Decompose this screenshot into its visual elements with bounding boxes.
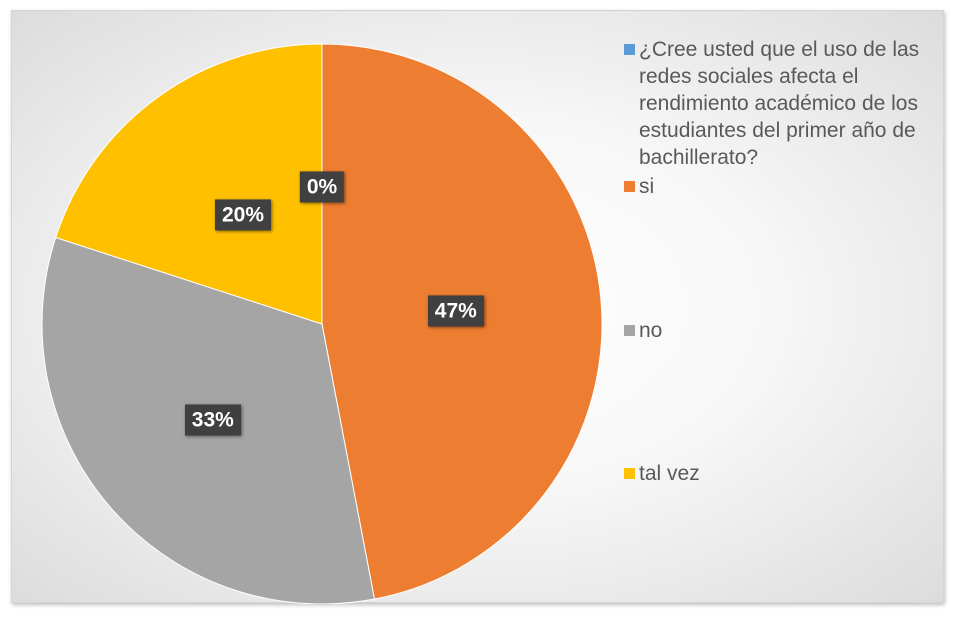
legend-item-tal-vez: tal vez bbox=[624, 460, 940, 487]
chart-area: 0% 47% 33% 20% bbox=[11, 10, 944, 604]
legend-label-no: no bbox=[639, 319, 663, 342]
legend-item-si: si bbox=[624, 173, 940, 200]
legend-label-si: si bbox=[639, 175, 655, 198]
slice-tal-vez bbox=[55, 43, 323, 325]
legend-item-no: no bbox=[624, 317, 940, 344]
legend-swatch-tal-vez bbox=[624, 468, 635, 479]
legend-label-question: ¿Cree usted que el uso de las redes soci… bbox=[639, 38, 920, 169]
legend-swatch-question bbox=[624, 44, 635, 55]
legend-swatch-no bbox=[624, 325, 635, 336]
legend-label-tal-vez: tal vez bbox=[639, 462, 700, 485]
data-label-no: 33% bbox=[184, 404, 241, 436]
data-label-0: 0% bbox=[299, 171, 345, 203]
data-label-tal-vez: 20% bbox=[214, 199, 272, 231]
data-label-si: 47% bbox=[427, 295, 484, 327]
legend-item-question: ¿Cree usted que el uso de las redes soci… bbox=[624, 36, 940, 171]
legend-swatch-si bbox=[624, 181, 635, 192]
